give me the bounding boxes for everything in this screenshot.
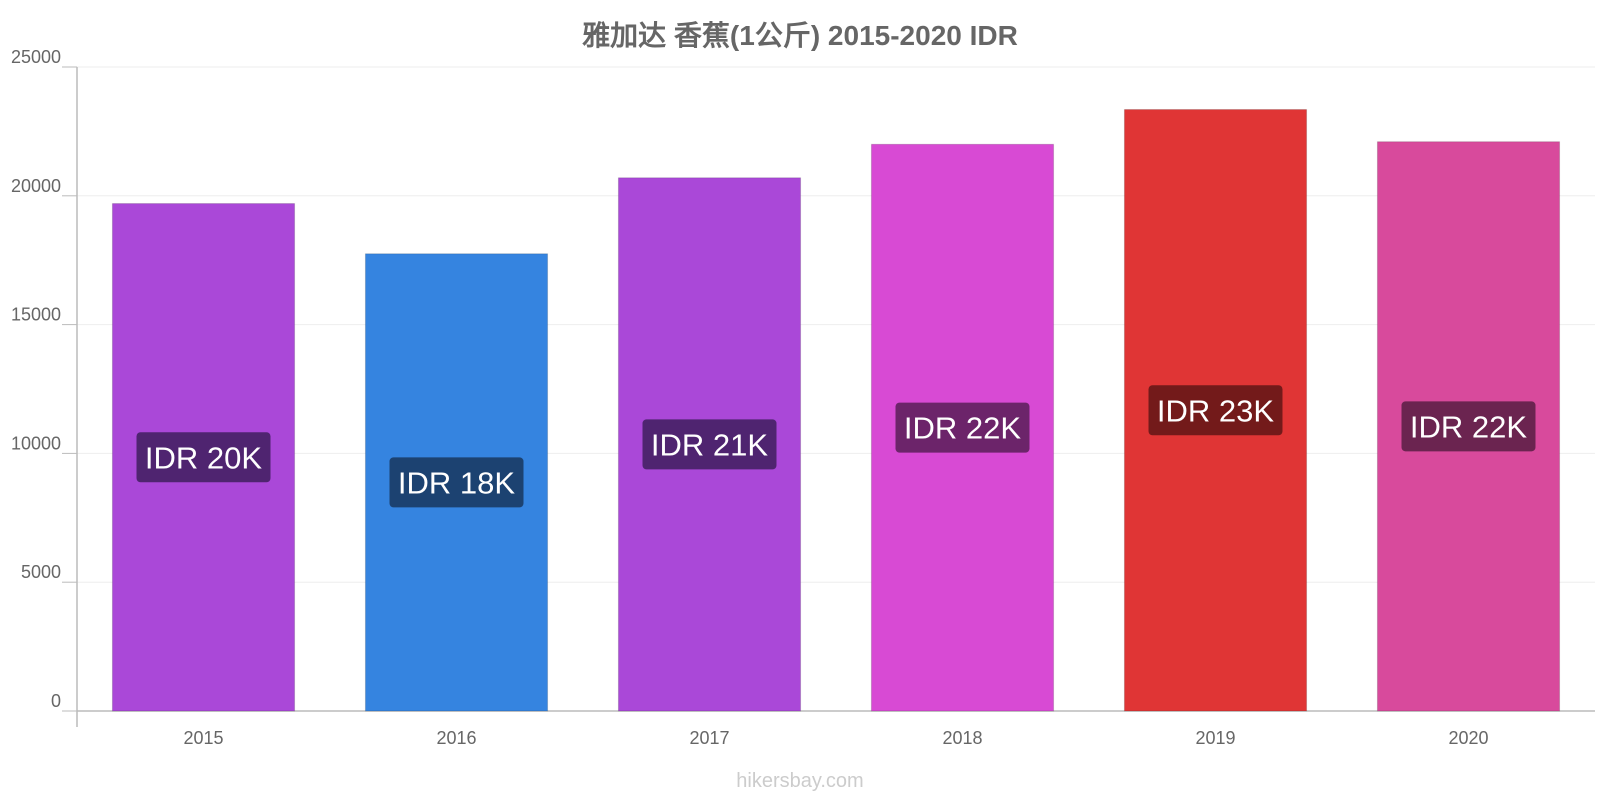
data-label-box	[642, 419, 777, 470]
data-label: IDR 22K	[1410, 409, 1527, 444]
data-label: IDR 23K	[1157, 393, 1274, 428]
x-tick-label: 2019	[1195, 728, 1235, 748]
data-label: IDR 21K	[651, 427, 768, 462]
chart-title: 雅加达 香蕉(1公斤) 2015-2020 IDR	[582, 20, 1018, 51]
x-tick-label: 2018	[942, 728, 982, 748]
data-label: IDR 18K	[398, 465, 515, 500]
x-tick-label: 2016	[436, 728, 476, 748]
axes: 0 5000 10000 15000 20000 25000 2015 2016 2017 201…	[11, 47, 1595, 748]
bars	[111, 109, 1561, 712]
y-tick-label: 25000	[11, 47, 61, 67]
x-tick-label: 2017	[689, 728, 729, 748]
data-label-box	[895, 402, 1030, 453]
watermark: hikersbay.com	[736, 770, 864, 792]
data-label-box	[136, 432, 271, 483]
x-tick-label: 2020	[1448, 728, 1488, 748]
y-tick-label: 20000	[11, 176, 61, 196]
data-label-box	[389, 457, 524, 508]
data-label: IDR 22K	[904, 411, 1021, 446]
y-tick-label: 0	[51, 691, 61, 711]
data-label: IDR 20K	[145, 440, 262, 475]
data-label-box	[1401, 401, 1536, 452]
grid-lines	[77, 66, 1595, 583]
data-label-box	[1148, 385, 1283, 436]
y-tick-label: 5000	[21, 562, 61, 582]
x-tick-label: 2015	[183, 728, 223, 748]
y-tick-label: 15000	[11, 305, 61, 325]
y-tick-label: 10000	[11, 433, 61, 453]
data-labels: IDR 20K IDR 18K IDR 21K IDR 22K IDR 23K IDR 2…	[136, 385, 1536, 508]
